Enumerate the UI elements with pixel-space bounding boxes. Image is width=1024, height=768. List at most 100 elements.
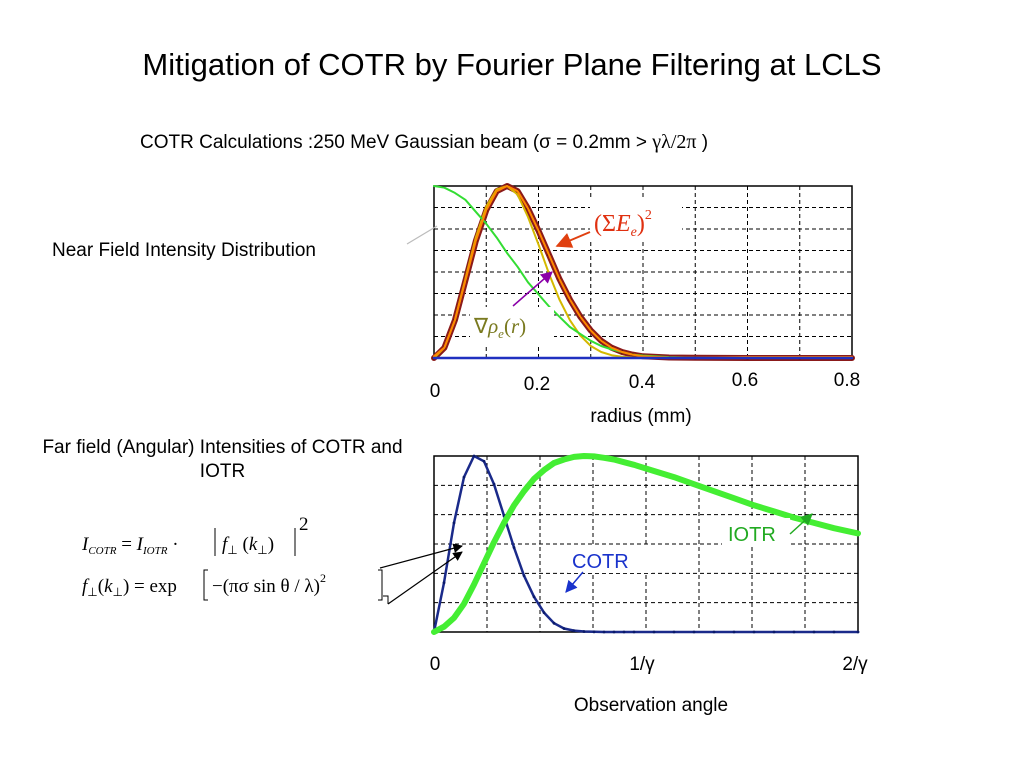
iotr-curve-point [711, 488, 717, 494]
iotr-curve-point [691, 481, 697, 487]
iotr-curve-point [631, 462, 637, 468]
svg-text:2: 2 [299, 514, 309, 535]
cotr-curve-point [542, 611, 546, 615]
iotr-curve-point [501, 520, 507, 526]
x-tick-label: 0.4 [629, 372, 656, 393]
iotr-curve-point [671, 474, 677, 480]
cotr-curve-point [462, 475, 466, 479]
cotr-arrow [565, 571, 584, 593]
iotr-curve-point [831, 525, 837, 531]
grad-rho-label: ∇ρe(r) [470, 307, 554, 347]
iotr-curve-point [771, 509, 777, 514]
iotr-label: IOTR [728, 524, 776, 546]
subtitle-text: COTR Calculations :250 MeV Gaussian beam… [140, 132, 653, 153]
cotr-curve-point [692, 630, 696, 634]
iotr-label-box: IOTR [722, 518, 790, 546]
cotr-curve-point [602, 630, 606, 634]
equation-form-factor: f⊥(k⊥) = exp −(πσ sin θ / λ)2 [82, 569, 383, 601]
cotr-curve-point [512, 546, 516, 549]
iotr-curve [431, 453, 861, 635]
x-tick-label: 0 [430, 381, 441, 402]
equation-pointer-bracket [383, 595, 389, 604]
cotr-curve-point [792, 630, 796, 634]
iotr-curve-point [531, 476, 537, 482]
cotr-label: COTR [572, 551, 629, 573]
cotr-curve-point [452, 521, 456, 525]
iotr-curve-point [621, 459, 627, 465]
iotr-curve-point [491, 539, 497, 545]
near-field-pointer-line [406, 225, 438, 245]
far-field-x-tick-labels: 0 1/γ 2/γ [430, 654, 868, 675]
cotr-curve-point [442, 581, 446, 585]
iotr-curve-point [581, 453, 587, 459]
cotr-curve-point [492, 482, 496, 486]
cotr-curve-point [472, 454, 476, 458]
far-field-x-axis-label: Observation angle [574, 695, 728, 716]
cotr-curve-point [532, 595, 536, 599]
cotr-curve-point [632, 630, 636, 634]
iotr-curve-point [511, 502, 517, 508]
cotr-curve-point [856, 630, 860, 634]
equation-arrow-lower [387, 551, 463, 605]
cotr-curve-point [622, 630, 626, 634]
x-tick-label: 2/γ [842, 654, 868, 675]
iotr-curve-point [551, 460, 557, 466]
cotr-curve-point [572, 629, 576, 632]
cotr-curve-point [832, 630, 836, 634]
cotr-curve-point [652, 630, 656, 634]
svg-text:∇ρe(r): ∇ρe(r) [473, 314, 526, 341]
svg-text:f⊥ (k⊥): f⊥ (k⊥) [222, 534, 274, 557]
subtitle-close: ) [696, 132, 709, 153]
near-field-chart: 0 0.2 0.4 0.6 0.8 radius (mm) (ΣEe)2 ∇ρe… [406, 183, 861, 427]
cotr-curve-point [522, 574, 526, 578]
iotr-arrow [789, 513, 813, 535]
far-field-label: Far field (Angular) Intensities of COTR … [42, 437, 403, 482]
sum-field-arrow [555, 231, 591, 248]
cotr-curve-point [772, 630, 776, 634]
cotr-curve-point [752, 630, 756, 634]
cotr-curve-point [732, 630, 736, 634]
cotr-curve-point [672, 630, 676, 634]
svg-text:−(πσ sin θ / λ)2: −(πσ sin θ / λ)2 [212, 571, 326, 597]
x-tick-label: 0.8 [834, 370, 860, 391]
iotr-curve-point [521, 488, 527, 494]
cotr-curve-point [482, 459, 486, 463]
near-field-series [431, 183, 855, 361]
iotr-curve-point [855, 531, 861, 536]
cotr-curve-point [592, 630, 596, 634]
iotr-curve-point [751, 502, 757, 508]
svg-text:(ΣEe)2: (ΣEe)2 [594, 208, 652, 240]
cotr-curve-point [812, 630, 816, 634]
cotr-curve [432, 454, 860, 634]
cotr-curve-point [552, 621, 556, 625]
iotr-curve-point [731, 495, 737, 501]
equations: ICOTR = IIOTR · f⊥ (k⊥) 2 f⊥(k⊥) = exp −… [81, 514, 463, 605]
near-field-label: Near Field Intensity Distribution [52, 240, 316, 261]
grad-rho-arrow [512, 271, 553, 307]
iotr-curve-point [461, 601, 467, 607]
iotr-curve-point [561, 457, 567, 462]
x-tick-label: 1/γ [629, 654, 655, 675]
x-tick-label: 0.6 [732, 370, 758, 391]
subtitle-symbol: γλ/2π [652, 131, 697, 153]
cotr-label-box: COTR [568, 545, 652, 573]
iotr-curve-point [651, 468, 657, 474]
cotr-curve-point [712, 630, 716, 634]
equation-arrow-upper [379, 543, 463, 569]
iotr-curve-point [451, 615, 457, 621]
cotr-curve-point [582, 630, 586, 633]
iotr-curve-point [471, 582, 477, 587]
subtitle: COTR Calculations :250 MeV Gaussian beam… [140, 131, 708, 154]
svg-text:f⊥(k⊥) = exp: f⊥(k⊥) = exp [82, 576, 177, 599]
iotr-curve-point [541, 467, 547, 473]
iotr-curve-point [431, 629, 437, 635]
page-title: Mitigation of COTR by Fourier Plane Filt… [142, 47, 882, 82]
equation-cotr-intensity: ICOTR = IIOTR · f⊥ (k⊥) 2 [81, 514, 309, 557]
iotr-curve-point [611, 457, 617, 462]
iotr-curve-point [591, 453, 597, 459]
cotr-curve-point [612, 630, 616, 634]
x-tick-label: 0.2 [524, 374, 550, 395]
svg-text:ICOTR = IIOTR ·: ICOTR = IIOTR · [81, 534, 179, 557]
near-field-x-tick-labels: 0 0.2 0.4 0.6 0.8 [430, 370, 861, 402]
